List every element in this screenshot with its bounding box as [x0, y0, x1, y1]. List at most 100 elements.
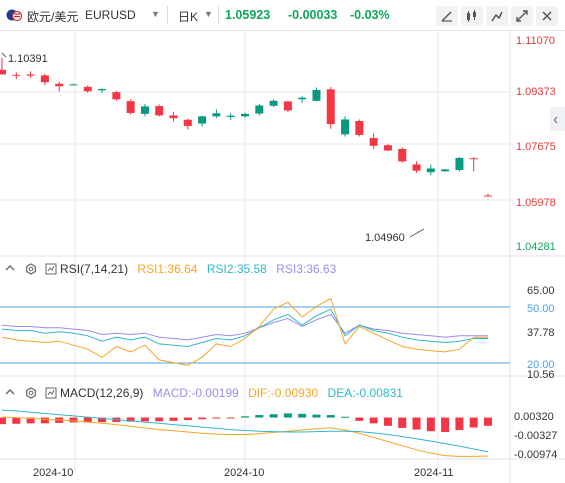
price-axis-label: 1.05978 [516, 197, 556, 209]
draw-tool-icon [441, 11, 452, 22]
interval-selector[interactable]: 日K [178, 10, 199, 24]
price-axis-label: 1.09373 [516, 86, 556, 98]
macd-bar [469, 417, 478, 428]
price-axis-label: 1.11070 [516, 35, 555, 47]
candle-body [369, 138, 378, 146]
candle-body [255, 105, 264, 114]
indicator-icon [467, 10, 476, 22]
candle-body [183, 119, 192, 126]
dif-value: DIF:-0.00930 [248, 386, 319, 400]
rsi-header: RSI(7,14,21) RSI1:36.64 RSI2:35.58 RSI3:… [4, 262, 336, 276]
indicator-button[interactable] [461, 6, 483, 26]
macd-value: MACD:-0.00199 [152, 386, 239, 400]
candle-body [341, 119, 350, 135]
macd-bar [198, 417, 207, 420]
candle-body [326, 89, 335, 125]
settings-icon[interactable] [25, 263, 37, 275]
candle-body [241, 113, 249, 117]
chart-canvas[interactable]: 1.11070 1.09373 1.07675 1.05978 1.04281 … [0, 31, 565, 483]
divider [167, 6, 168, 24]
dropdown-icon[interactable]: ▼ [204, 9, 213, 19]
compare-button[interactable] [486, 6, 508, 26]
candle-body [283, 101, 292, 111]
high-price-label: 1.10391 [8, 53, 48, 65]
macd-title: MACD(12,26,9) [60, 386, 144, 400]
candle-body [455, 157, 464, 171]
rsi-axis-label: 65.00 [527, 285, 555, 297]
high-price-leader [1, 52, 7, 58]
divider [218, 6, 219, 24]
macd-dea-line [1, 409, 489, 453]
collapse-icon[interactable] [4, 263, 16, 275]
macd-bar [69, 417, 78, 423]
macd-bar [226, 417, 235, 419]
candle-body [355, 121, 364, 135]
candle-body [412, 164, 421, 171]
close-icon [542, 11, 552, 21]
macd-bar [369, 417, 378, 424]
macd-bar [0, 417, 6, 425]
chevron-left-icon: ‹ [553, 111, 558, 128]
candle-body [155, 106, 164, 116]
x-axis-label: 2024-10 [33, 467, 73, 479]
x-axis-label: 2024-11 [414, 467, 454, 479]
macd-bar [484, 417, 492, 426]
macd-bar [26, 417, 35, 424]
candle-body [312, 89, 321, 101]
pair-name[interactable]: 欧元/美元 [27, 10, 79, 24]
eu-us-flag-icon [6, 7, 23, 23]
last-price: 1.05923 [225, 8, 271, 22]
draw-tool-button[interactable] [436, 6, 458, 26]
chart-toolbar: 欧元/美元 EURUSD ▼ 日K ▼ 1.05923 -0.00033 -0.… [0, 0, 565, 31]
macd-header: MACD(12,26,9) MACD:-0.00199 DIF:-0.00930… [4, 386, 403, 400]
macd-bar [212, 417, 221, 419]
rsi-line-rsi3 [1, 313, 488, 341]
candle-body [12, 74, 21, 76]
collapse-panel-button[interactable] [550, 107, 565, 131]
macd-bar [298, 413, 307, 418]
macd-bar [241, 416, 249, 418]
macd-bar [383, 417, 392, 426]
macd-bar [441, 417, 450, 433]
macd-bar [98, 417, 107, 423]
collapse-icon[interactable] [4, 387, 16, 399]
x-axis-label: 2024-10 [224, 467, 264, 479]
rsi-panel: 65.00 50.00 37.78 20.00 10.56 [0, 285, 555, 381]
candle-body [55, 83, 64, 87]
close-button[interactable] [536, 6, 558, 26]
candle-body [226, 115, 235, 117]
indicator-chart-icon [45, 387, 57, 399]
candle-body [0, 69, 6, 75]
macd-bar [40, 417, 49, 424]
macd-bar [355, 417, 364, 421]
macd-bar [12, 417, 21, 424]
compare-icon [491, 11, 503, 22]
candlestick-series [0, 57, 492, 197]
candle-body [140, 106, 149, 114]
symbol-code[interactable]: EURUSD [85, 8, 136, 22]
price-axis-label: 1.04281 [516, 241, 556, 253]
macd-bar [426, 417, 435, 432]
macd-bar [183, 417, 192, 421]
macd-bar [412, 417, 421, 430]
candle-body [40, 75, 49, 83]
macd-bar [269, 414, 278, 418]
macd-bar [455, 417, 464, 430]
dea-value: DEA:-0.00831 [327, 386, 403, 400]
price-change-percent: -0.03% [350, 8, 390, 22]
candle-body [83, 86, 92, 92]
macd-bar [341, 416, 350, 418]
fullscreen-icon [516, 10, 528, 22]
candle-body [426, 168, 435, 173]
candle-body [169, 115, 178, 119]
macd-axis-label: 0.00320 [514, 411, 554, 423]
candle-body [69, 84, 78, 86]
settings-icon[interactable] [25, 387, 37, 399]
fullscreen-button[interactable] [511, 6, 533, 26]
macd-bar [169, 417, 178, 421]
price-change: -0.00033 [288, 8, 338, 22]
macd-bar [283, 413, 292, 418]
rsi-axis-label: 37.78 [527, 327, 555, 339]
price-grid [0, 31, 511, 483]
dropdown-icon[interactable]: ▼ [151, 9, 160, 19]
